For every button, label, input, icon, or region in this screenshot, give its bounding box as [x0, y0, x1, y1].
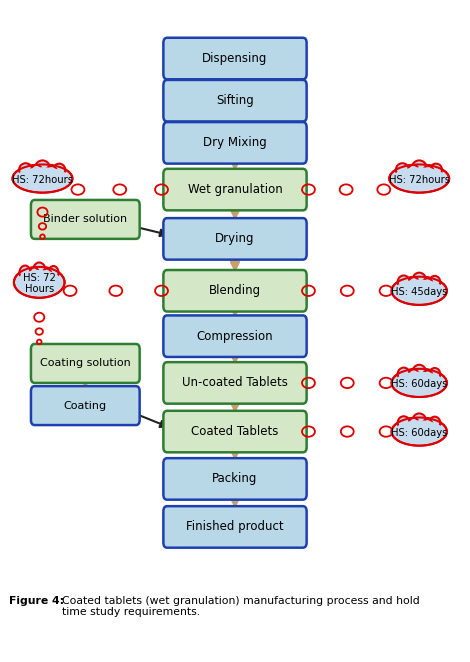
Text: Coated Tablets: Coated Tablets [191, 425, 279, 438]
Text: Sifting: Sifting [216, 94, 254, 107]
Ellipse shape [13, 164, 72, 193]
Ellipse shape [396, 164, 409, 176]
Text: Un-coated Tablets: Un-coated Tablets [182, 377, 288, 389]
Text: Dispensing: Dispensing [202, 52, 268, 65]
Text: Drying: Drying [215, 232, 255, 246]
Ellipse shape [429, 416, 440, 429]
FancyBboxPatch shape [164, 270, 306, 312]
Ellipse shape [409, 369, 419, 381]
Ellipse shape [19, 265, 31, 280]
Ellipse shape [413, 365, 426, 379]
FancyBboxPatch shape [164, 315, 306, 357]
FancyBboxPatch shape [31, 200, 140, 239]
Ellipse shape [423, 419, 432, 430]
Ellipse shape [392, 369, 447, 397]
Text: Finished product: Finished product [186, 520, 284, 534]
Ellipse shape [409, 277, 419, 289]
Ellipse shape [16, 270, 63, 297]
Text: Coating solution: Coating solution [40, 358, 131, 369]
Ellipse shape [53, 164, 65, 175]
Text: Coating: Coating [64, 401, 107, 410]
Ellipse shape [413, 273, 426, 287]
FancyBboxPatch shape [164, 169, 306, 211]
Ellipse shape [33, 263, 45, 277]
Text: Coated tablets (wet granulation) manufacturing process and hold
time study requi: Coated tablets (wet granulation) manufac… [62, 596, 420, 617]
Ellipse shape [429, 368, 440, 380]
Ellipse shape [398, 275, 410, 289]
Text: Packing: Packing [212, 473, 258, 485]
Ellipse shape [389, 164, 449, 193]
Ellipse shape [19, 164, 32, 176]
Ellipse shape [42, 269, 51, 280]
Ellipse shape [392, 418, 447, 446]
Text: Binder solution: Binder solution [43, 214, 127, 224]
Ellipse shape [409, 418, 419, 429]
Ellipse shape [394, 371, 445, 396]
Ellipse shape [392, 167, 447, 191]
Text: HS: 72hours: HS: 72hours [12, 175, 73, 185]
FancyBboxPatch shape [164, 506, 306, 547]
Ellipse shape [15, 167, 70, 191]
Text: Compression: Compression [196, 330, 274, 343]
Text: Figure 4:: Figure 4: [9, 596, 64, 606]
Ellipse shape [14, 267, 64, 298]
Ellipse shape [412, 160, 426, 174]
Ellipse shape [30, 267, 39, 280]
FancyBboxPatch shape [164, 122, 306, 164]
FancyBboxPatch shape [164, 362, 306, 404]
Ellipse shape [429, 276, 440, 288]
Ellipse shape [35, 160, 50, 174]
Text: HS: 60days: HS: 60days [391, 428, 447, 438]
FancyBboxPatch shape [164, 218, 306, 260]
Ellipse shape [46, 166, 57, 177]
Text: Wet granulation: Wet granulation [188, 183, 282, 196]
Text: Blending: Blending [209, 284, 261, 297]
FancyBboxPatch shape [31, 344, 140, 383]
Text: HS: 45days: HS: 45days [391, 287, 447, 297]
Ellipse shape [408, 165, 419, 176]
Ellipse shape [394, 420, 445, 444]
Ellipse shape [423, 371, 432, 381]
FancyBboxPatch shape [164, 458, 306, 500]
FancyBboxPatch shape [164, 38, 306, 79]
Ellipse shape [392, 277, 447, 305]
Ellipse shape [398, 416, 410, 429]
Ellipse shape [423, 278, 432, 289]
Text: Dry Mixing: Dry Mixing [203, 136, 267, 150]
Text: HS: 72
Hours: HS: 72 Hours [23, 273, 55, 295]
FancyBboxPatch shape [164, 80, 306, 121]
Ellipse shape [31, 165, 42, 176]
Ellipse shape [48, 266, 58, 279]
Ellipse shape [394, 279, 445, 304]
FancyBboxPatch shape [164, 411, 306, 452]
Text: HS: 60days: HS: 60days [391, 379, 447, 389]
Ellipse shape [430, 164, 442, 175]
Ellipse shape [413, 414, 426, 427]
Ellipse shape [398, 367, 410, 381]
FancyBboxPatch shape [31, 386, 140, 425]
Text: HS: 72hours: HS: 72hours [389, 175, 450, 185]
Ellipse shape [423, 166, 434, 177]
